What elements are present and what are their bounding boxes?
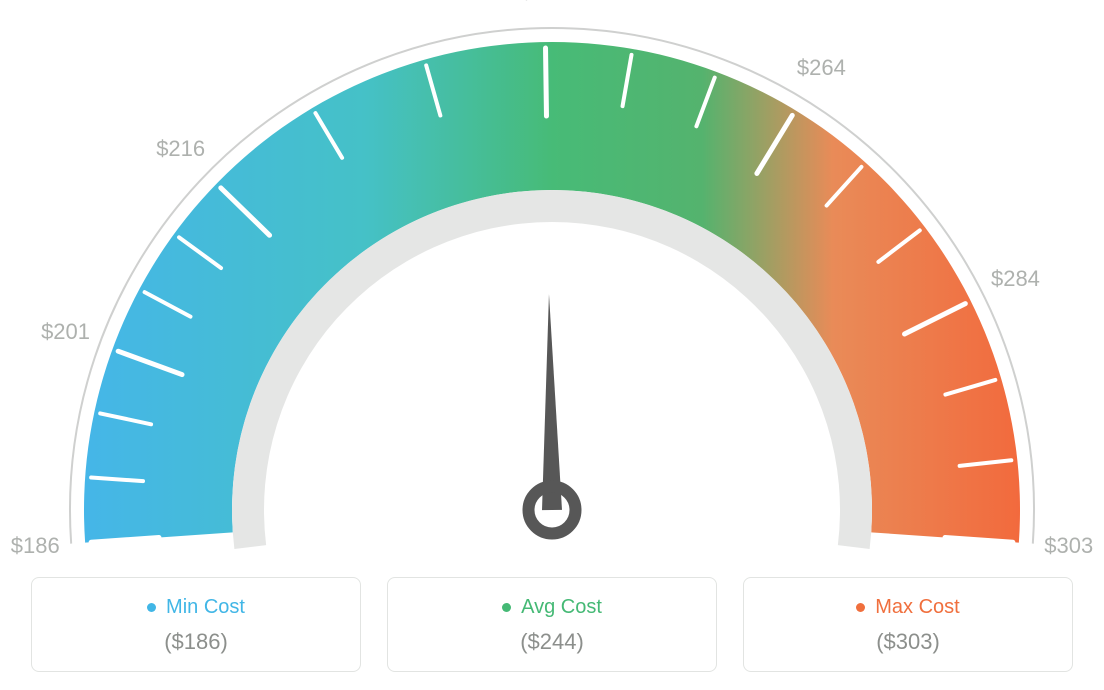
legend-label: Avg Cost (502, 596, 602, 619)
legend-card-avg: Avg Cost ($244) (387, 577, 717, 672)
gauge-tick-label: $303 (1044, 533, 1093, 559)
legend-label: Max Cost (856, 596, 959, 619)
gauge-tick-label: $244 (520, 0, 569, 5)
legend-label-text: Min Cost (166, 596, 245, 619)
legend-label: Min Cost (147, 596, 245, 619)
legend-card-min: Min Cost ($186) (31, 577, 361, 672)
legend-dot-icon (856, 603, 865, 612)
gauge-chart: $186 $201 $216 $244 $264 $284 $303 (0, 0, 1104, 560)
gauge-tick-major (546, 48, 547, 116)
gauge-tick-label: $186 (11, 533, 60, 559)
legend-card-max: Max Cost ($303) (743, 577, 1073, 672)
gauge-tick-label: $216 (156, 136, 205, 162)
legend-label-text: Avg Cost (521, 596, 602, 619)
legend-value: ($186) (42, 629, 350, 655)
gauge-tick-label: $201 (41, 319, 90, 345)
legend-value: ($303) (754, 629, 1062, 655)
gauge-svg (0, 0, 1104, 560)
gauge-tick-label: $264 (797, 55, 846, 81)
legend-dot-icon (502, 603, 511, 612)
legend-row: Min Cost ($186) Avg Cost ($244) Max Cost ($30… (0, 577, 1104, 672)
gauge-tick-label: $284 (991, 266, 1040, 292)
legend-label-text: Max Cost (875, 596, 959, 619)
gauge-needle (542, 294, 562, 510)
legend-value: ($244) (398, 629, 706, 655)
legend-dot-icon (147, 603, 156, 612)
